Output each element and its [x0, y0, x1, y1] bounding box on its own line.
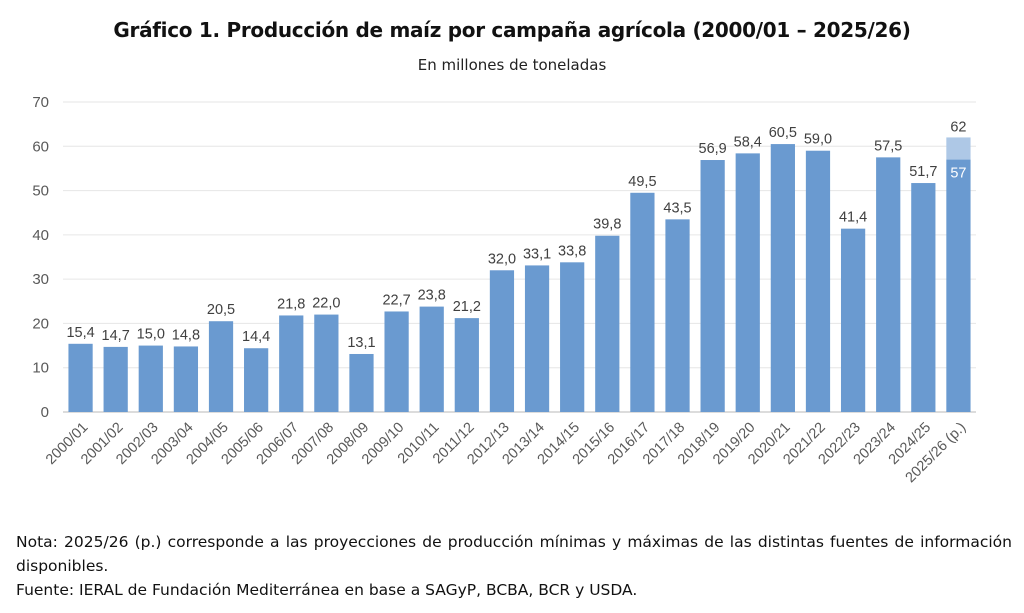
data-label: 22,7	[382, 292, 410, 308]
bar	[244, 348, 269, 412]
data-label: 15,4	[66, 325, 94, 341]
data-label: 14,8	[172, 327, 200, 343]
y-tick-label: 70	[32, 94, 49, 111]
data-label: 43,5	[663, 200, 691, 216]
bar	[770, 144, 795, 413]
data-labels: 15,4 14,7 15,0 14,8 20,5 14,4 21,8 22,0 13,1 22,7…	[66, 119, 966, 351]
bar	[595, 235, 620, 412]
data-label: 21,2	[453, 299, 481, 315]
y-tick-label: 10	[32, 360, 49, 377]
bar	[524, 265, 550, 412]
bar	[279, 315, 304, 412]
bar	[349, 353, 374, 412]
bar	[173, 346, 199, 412]
data-label: 14,4	[242, 329, 270, 345]
data-label: 33,8	[558, 243, 586, 259]
y-tick-label: 0	[41, 404, 49, 421]
data-label: 20,5	[207, 302, 235, 318]
data-label: 57,5	[874, 138, 902, 154]
y-axis-ticks: 0 10 20 30 40 50 60 70	[32, 94, 49, 421]
data-label-max: 62	[950, 119, 966, 135]
bar	[560, 262, 585, 412]
data-label: 60,5	[769, 125, 797, 141]
data-label: 58,4	[734, 134, 762, 150]
data-label: 15,0	[137, 327, 165, 343]
data-label: 51,7	[909, 164, 937, 180]
bar	[700, 160, 725, 412]
bar	[489, 270, 515, 412]
data-label-min: 57	[950, 166, 966, 182]
bar	[68, 343, 93, 412]
bar-chart: 0 10 20 30 40 50 60 70 15,4 14,7 15,0 14,8 20,5 14,4…	[32, 94, 976, 487]
bar	[911, 183, 936, 412]
data-label: 23,8	[418, 288, 446, 304]
data-label: 32,0	[488, 251, 516, 267]
source-text: Fuente: IERAL de Fundación Mediterránea …	[16, 581, 638, 599]
bar	[876, 157, 901, 412]
x-axis-ticks: 2000/012001/022002/032003/042004/052005/…	[43, 420, 969, 487]
bar	[665, 219, 690, 412]
y-tick-label: 40	[32, 227, 49, 244]
chart-title: Gráfico 1. Producción de maíz por campañ…	[113, 18, 911, 42]
bar	[805, 150, 831, 412]
data-label: 13,1	[347, 335, 375, 351]
chart-subtitle: En millones de toneladas	[417, 56, 607, 74]
bar	[138, 345, 163, 412]
bar	[208, 321, 234, 412]
data-label: 14,7	[102, 328, 130, 344]
bar	[419, 306, 444, 412]
bar	[103, 346, 128, 412]
bar	[454, 318, 479, 412]
data-label: 33,1	[523, 246, 551, 262]
data-label: 49,5	[628, 174, 656, 190]
bar	[840, 228, 866, 412]
bar-projection-min	[946, 159, 971, 412]
bar	[314, 314, 339, 412]
y-tick-label: 30	[32, 271, 49, 288]
data-label: 22,0	[312, 296, 340, 312]
data-label: 21,8	[277, 296, 305, 312]
data-label: 59,0	[804, 132, 832, 148]
y-tick-label: 20	[32, 315, 49, 332]
gridlines	[63, 101, 976, 413]
bars	[68, 137, 971, 413]
data-label: 56,9	[699, 141, 727, 157]
data-label: 39,8	[593, 217, 621, 233]
bar	[735, 153, 760, 412]
bar	[630, 192, 655, 412]
bar	[384, 311, 409, 412]
data-label: 41,4	[839, 210, 867, 226]
bar-projection-max	[946, 137, 971, 160]
y-tick-label: 60	[32, 138, 49, 155]
y-tick-label: 50	[32, 183, 49, 200]
note-text: Nota: 2025/26 (p.) corresponde a las pro…	[16, 533, 1012, 575]
